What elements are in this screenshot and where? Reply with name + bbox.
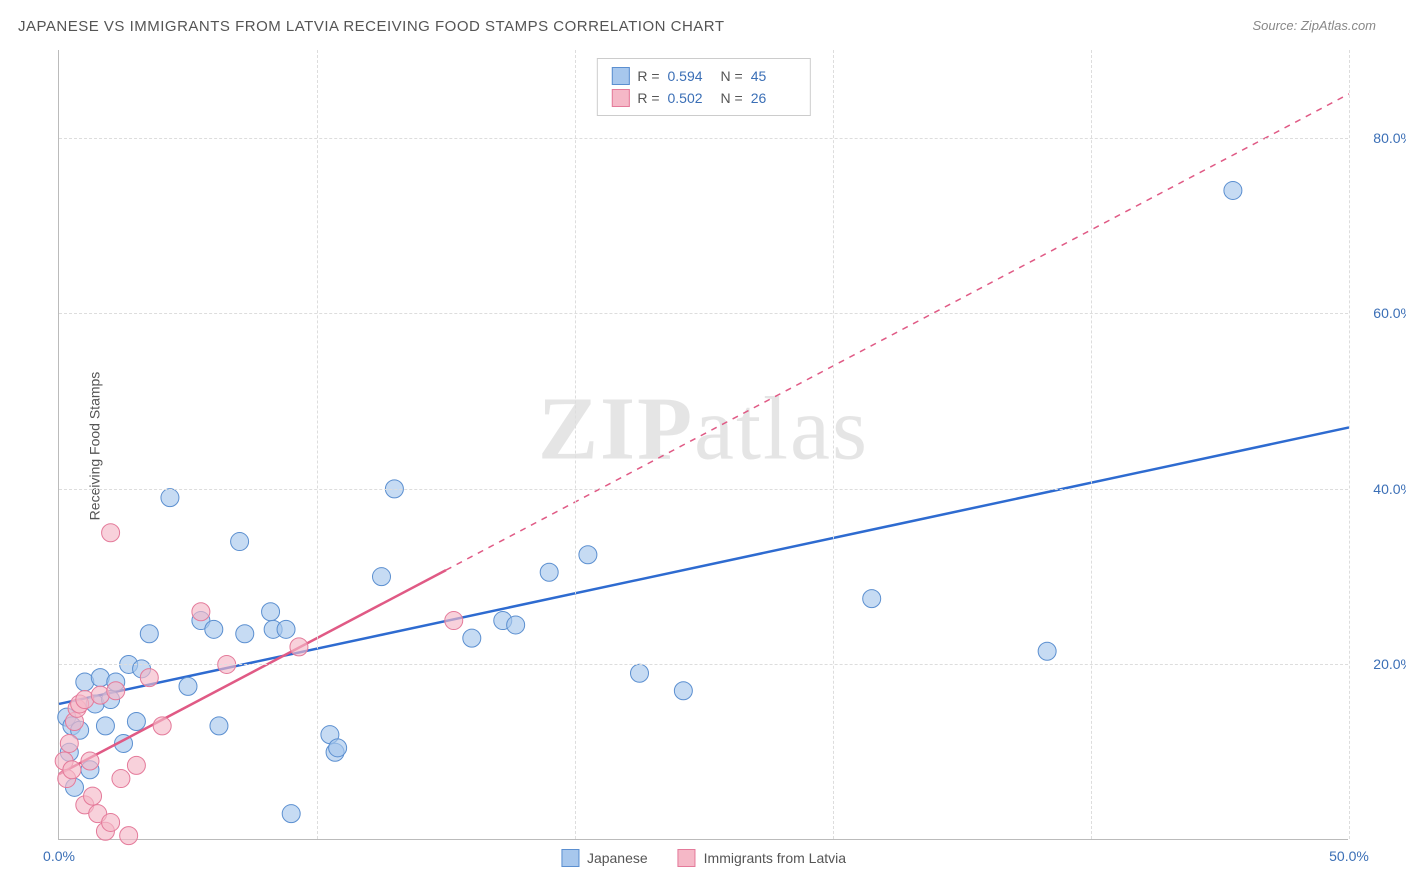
grid-line-v (1091, 50, 1092, 839)
stat-r-0: 0.594 (668, 68, 713, 84)
stat-n-1: 26 (751, 90, 796, 106)
source-label: Source: ZipAtlas.com (1252, 18, 1376, 33)
legend-stats-box: R = 0.594 N = 45 R = 0.502 N = 26 (596, 58, 810, 116)
stat-r-1: 0.502 (668, 90, 713, 106)
grid-line-v (833, 50, 834, 839)
chart-svg (59, 50, 1348, 839)
swatch-series-1 (611, 89, 629, 107)
swatch-bottom-0 (561, 849, 579, 867)
stat-label-r: R = (637, 90, 659, 106)
stat-n-0: 45 (751, 68, 796, 84)
y-tick-label: 80.0% (1373, 130, 1406, 146)
grid-line-v (575, 50, 576, 839)
swatch-bottom-1 (678, 849, 696, 867)
swatch-series-0 (611, 67, 629, 85)
grid-line-h (59, 664, 1348, 665)
chart-title: JAPANESE VS IMMIGRANTS FROM LATVIA RECEI… (18, 18, 725, 35)
legend-label-1: Immigrants from Latvia (704, 850, 846, 866)
legend-item: Japanese (561, 849, 648, 867)
stat-label-r: R = (637, 68, 659, 84)
legend-stats-row: R = 0.502 N = 26 (611, 87, 795, 109)
legend-label-0: Japanese (587, 850, 648, 866)
grid-line-v (317, 50, 318, 839)
plot-area: ZIPatlas R = 0.594 N = 45 R = 0.502 N = … (58, 50, 1348, 840)
stat-label-n: N = (721, 90, 743, 106)
x-tick-label: 0.0% (43, 848, 75, 864)
y-tick-label: 40.0% (1373, 481, 1406, 497)
grid-line-h (59, 138, 1348, 139)
grid-line-v (1349, 50, 1350, 839)
legend-bottom: Japanese Immigrants from Latvia (561, 849, 846, 867)
legend-item: Immigrants from Latvia (678, 849, 846, 867)
stat-label-n: N = (721, 68, 743, 84)
y-tick-label: 20.0% (1373, 656, 1406, 672)
x-tick-label: 50.0% (1329, 848, 1369, 864)
y-tick-label: 60.0% (1373, 305, 1406, 321)
legend-stats-row: R = 0.594 N = 45 (611, 65, 795, 87)
grid-line-h (59, 489, 1348, 490)
grid-line-h (59, 313, 1348, 314)
